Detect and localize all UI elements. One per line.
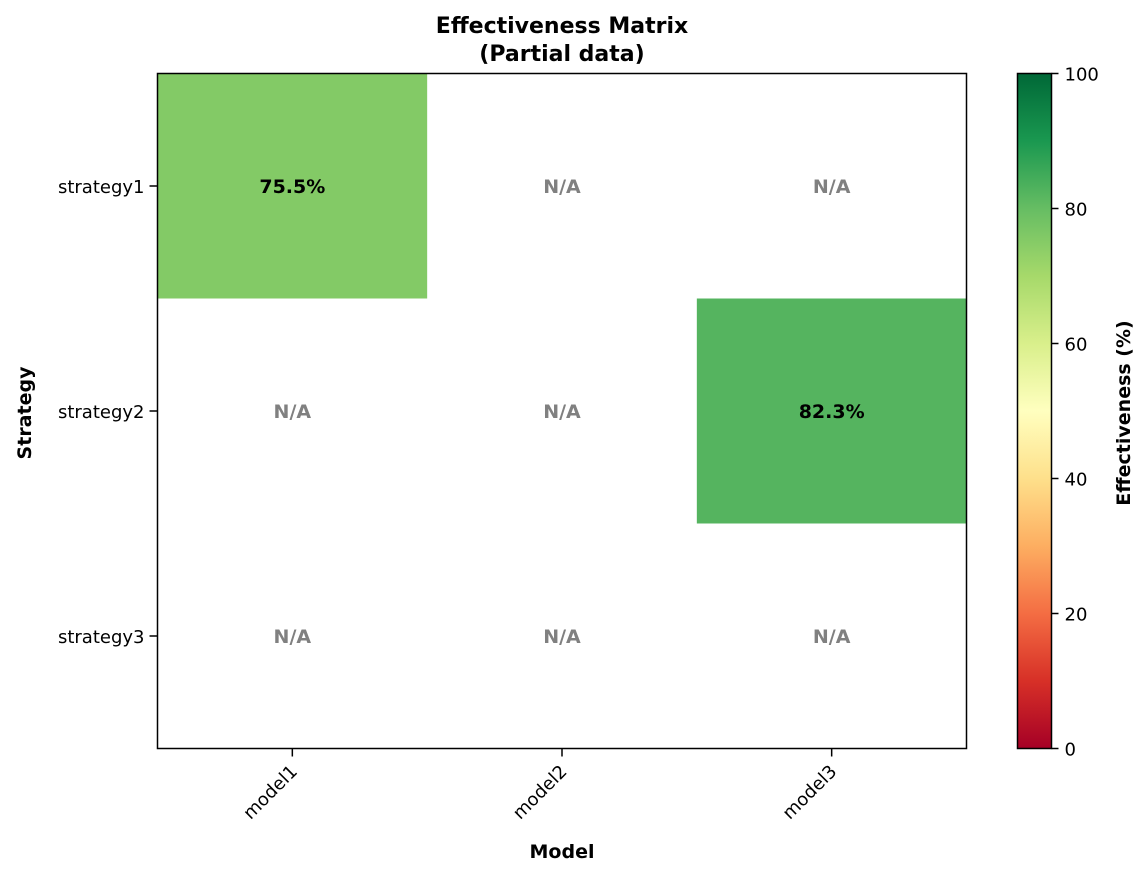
x-axis-label: Model	[530, 841, 595, 863]
x-tick-label-1: model1	[239, 761, 302, 824]
y-tick-label-2: strategy2	[58, 402, 145, 423]
cell-label-r2-c2: N/A	[543, 401, 581, 423]
x-axis: model1 model2 model3	[239, 748, 842, 824]
chart-title-line-1: Effectiveness Matrix	[436, 14, 688, 39]
colorbar-tick-label-6: 100	[1065, 65, 1099, 86]
x-tick-label-3: model3	[779, 761, 842, 824]
colorbar-label: Effectiveness (%)	[1113, 320, 1135, 505]
chart-title-line-2: (Partial data)	[479, 42, 644, 67]
colorbar-tick-label-2: 20	[1065, 605, 1088, 626]
cell-label-r3-c1: N/A	[274, 626, 312, 648]
y-tick-label-1: strategy1	[58, 177, 145, 198]
colorbar-tick-label-4: 60	[1065, 335, 1088, 356]
cell-label-r2-c1: N/A	[274, 401, 312, 423]
cell-label-r3-c2: N/A	[543, 626, 581, 648]
y-axis-label: Strategy	[14, 366, 36, 460]
colorbar-tick-label-1: 0	[1065, 740, 1076, 761]
cell-label-r1-c1: 75.5%	[259, 176, 325, 198]
cell-label-r2-c3: 82.3%	[799, 401, 865, 423]
cell-label-r3-c3: N/A	[813, 626, 851, 648]
y-axis: strategy1 strategy2 strategy3	[58, 177, 158, 648]
colorbar-tick-label-3: 40	[1065, 470, 1088, 491]
cell-label-r1-c3: N/A	[813, 176, 851, 198]
x-tick-label-2: model2	[509, 761, 572, 824]
heatmap-cell-r1-c1	[157, 73, 428, 299]
heatmap-cells: 75.5% N/A N/A N/A N/A 82.3% N/A N/A N/A	[157, 73, 967, 648]
y-tick-label-3: strategy3	[58, 627, 145, 648]
colorbar-ticks: 0 20 40 60 80 100	[1051, 65, 1099, 761]
heatmap-cell-r2-c3	[696, 298, 967, 524]
colorbar-tick-label-5: 80	[1065, 200, 1088, 221]
cell-label-r1-c2: N/A	[543, 176, 581, 198]
colorbar	[1016, 72, 1053, 750]
